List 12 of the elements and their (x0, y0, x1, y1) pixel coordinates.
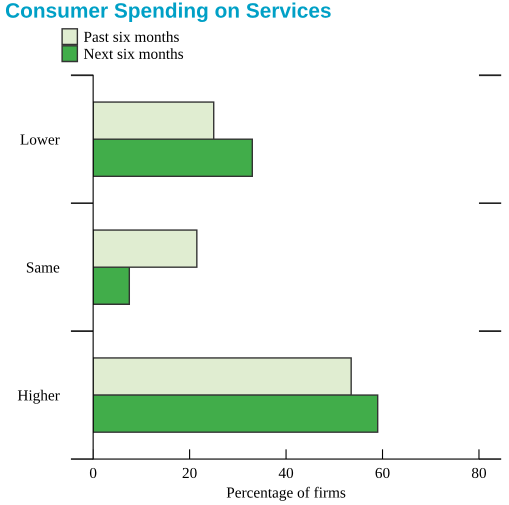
x-tick-label: 40 (278, 468, 294, 478)
y-tick-label: Higher (18, 390, 60, 404)
x-tick-label: 80 (472, 468, 486, 478)
x-tick-label: 20 (182, 468, 197, 478)
x-tick-label: 60 (376, 468, 390, 478)
x-tick-label: 0 (90, 468, 96, 478)
y-tick-label: Same (26, 262, 60, 273)
y-tick-label: Lower (20, 134, 60, 145)
chart-title: Consumer Spending on Services (6, 2, 331, 22)
x-axis-title: Percentage of firms (226, 486, 346, 501)
legend-label: Next six months (84, 48, 184, 59)
legend-label: Past six months (84, 31, 179, 42)
